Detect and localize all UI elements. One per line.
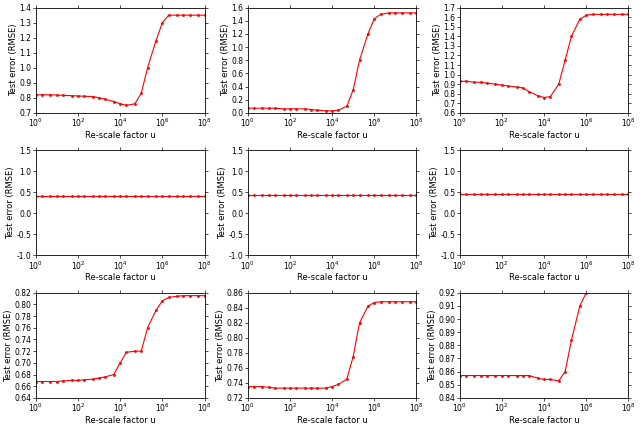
X-axis label: Re-scale factor u: Re-scale factor u [509,273,579,282]
X-axis label: Re-scale factor u: Re-scale factor u [509,131,579,140]
Y-axis label: Test error (RMSE): Test error (RMSE) [428,309,437,381]
Y-axis label: Test error (RMSE): Test error (RMSE) [433,24,442,97]
Y-axis label: Test error (RMSE): Test error (RMSE) [4,309,13,381]
X-axis label: Re-scale factor u: Re-scale factor u [297,273,367,282]
Y-axis label: Test error (RMSE): Test error (RMSE) [6,166,15,239]
Y-axis label: Test error (RMSE): Test error (RMSE) [221,24,230,97]
Y-axis label: Test error (RMSE): Test error (RMSE) [218,166,227,239]
X-axis label: Re-scale factor u: Re-scale factor u [297,416,367,425]
X-axis label: Re-scale factor u: Re-scale factor u [84,416,156,425]
Y-axis label: Test error (RMSE): Test error (RMSE) [430,166,439,239]
X-axis label: Re-scale factor u: Re-scale factor u [509,416,579,425]
Y-axis label: Test error (RMSE): Test error (RMSE) [9,24,18,97]
Y-axis label: Test error (RMSE): Test error (RMSE) [216,309,225,381]
X-axis label: Re-scale factor u: Re-scale factor u [84,273,156,282]
X-axis label: Re-scale factor u: Re-scale factor u [297,131,367,140]
X-axis label: Re-scale factor u: Re-scale factor u [84,131,156,140]
